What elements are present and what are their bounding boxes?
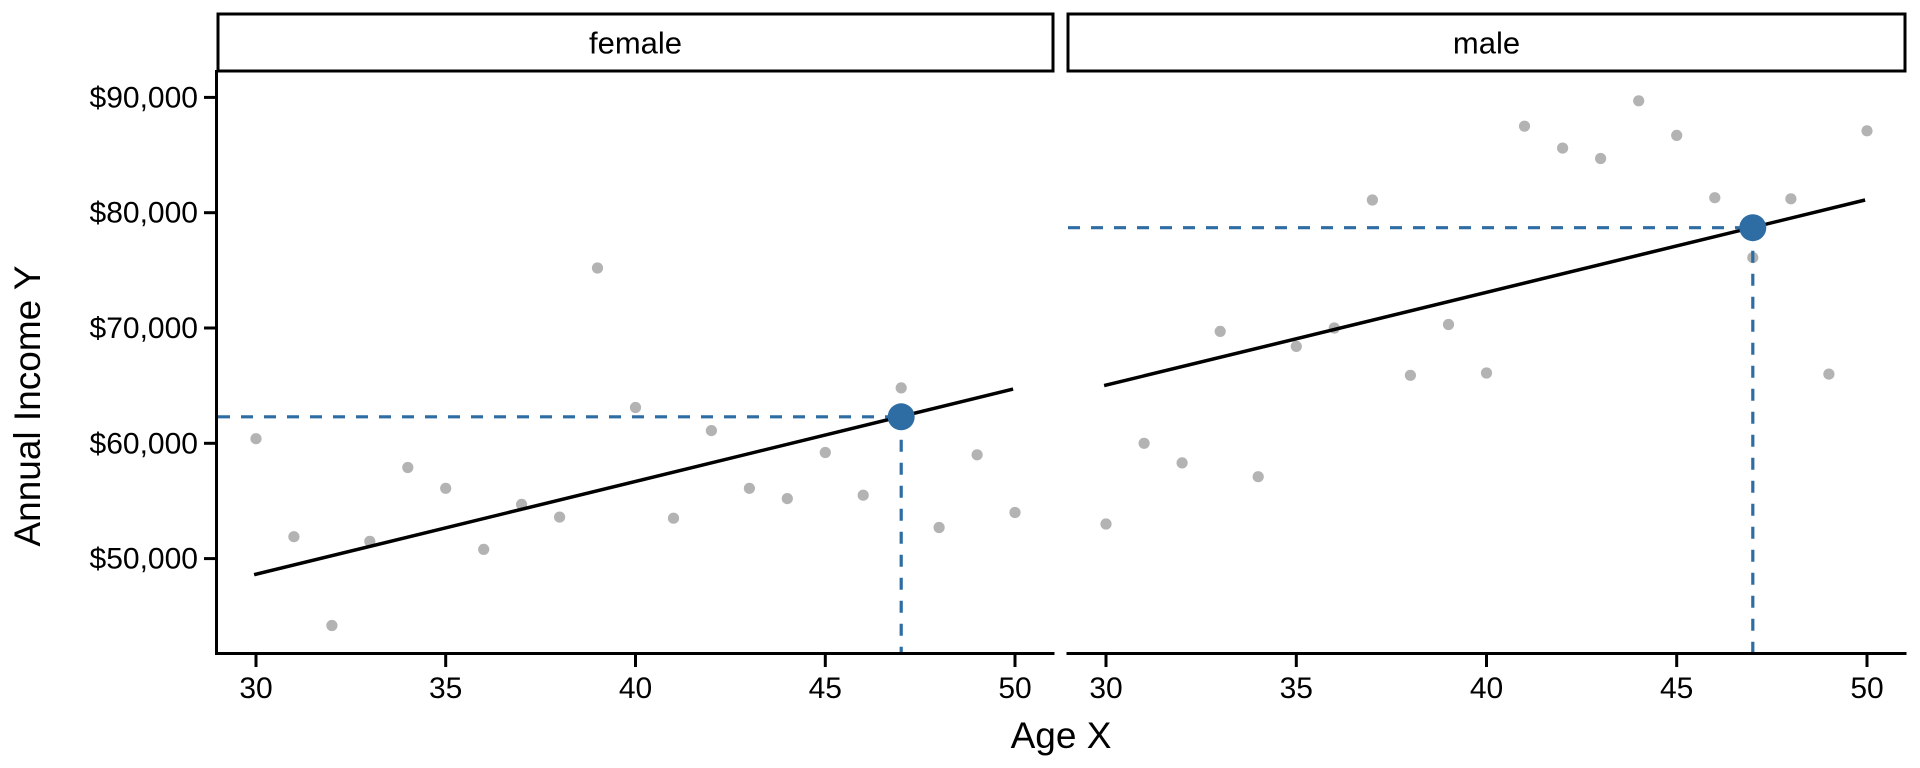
scatter-point	[250, 433, 262, 445]
x-axis-tick-label: 40	[1470, 672, 1503, 705]
facet-strip	[1066, 12, 1907, 73]
panel-background	[218, 72, 1053, 652]
scatter-point	[1709, 192, 1721, 204]
scatter-point	[1518, 120, 1531, 132]
y-axis-tick-label: $60,000	[90, 427, 198, 460]
scatter-point	[1557, 142, 1569, 154]
scatter-point	[1176, 457, 1188, 469]
x-axis-tick-label: 35	[1280, 672, 1313, 705]
scatter-point	[591, 262, 604, 274]
scatter-point	[667, 512, 680, 524]
scatter-point	[1252, 471, 1264, 483]
scatter-point	[971, 449, 983, 461]
scatter-point	[629, 401, 642, 414]
y-axis-title: Annual Income Y	[7, 265, 48, 546]
scatter-point	[1404, 369, 1416, 381]
scatter-point	[1861, 125, 1873, 137]
x-axis-tick-label: 30	[1089, 672, 1122, 705]
y-axis-tick-label: $90,000	[90, 81, 198, 114]
scatter-point	[1785, 193, 1797, 205]
scatter-point	[1671, 129, 1683, 141]
y-axis-tick-label: $70,000	[90, 312, 198, 345]
scatter-point	[1100, 518, 1112, 530]
facet-strips-layer: female male	[216, 12, 1907, 73]
prediction-point	[1739, 214, 1767, 242]
x-axis-title: Age X	[1011, 715, 1112, 756]
panels-layer	[218, 72, 1905, 652]
y-axis-tick-label: $80,000	[90, 197, 198, 230]
x-axis-tick-label: 50	[998, 672, 1031, 705]
x-axis-tick-label: 45	[1660, 672, 1693, 705]
scatter-point	[1214, 325, 1226, 337]
scatter-point	[554, 511, 566, 523]
scatter-point	[895, 382, 907, 394]
x-axis-tick-label: 30	[239, 672, 272, 705]
regression-line	[1103, 198, 1866, 388]
scatter-point	[781, 493, 793, 505]
x-axis-tick-label: 45	[809, 672, 842, 705]
scatter-point	[933, 521, 945, 534]
axes-layer: 30 35 40 45 50 30 35 40 45 50 $50,000 $60,000 $70,00…	[90, 70, 1907, 705]
scatter-point	[1366, 194, 1378, 206]
regression-line	[253, 387, 1014, 577]
x-axis-tick-label: 50	[1850, 672, 1883, 705]
scatter-point	[1138, 437, 1150, 449]
y-axis-tick-label: $50,000	[90, 543, 198, 576]
scatter-point	[819, 446, 831, 459]
scatter-point	[288, 531, 300, 543]
facet-strip-label: male	[1453, 26, 1520, 61]
scatter-point	[1633, 95, 1645, 107]
prediction-point	[887, 403, 915, 431]
scatter-point	[1823, 368, 1835, 380]
scatter-point	[1442, 318, 1455, 331]
facet-strip-label: female	[589, 26, 682, 61]
scatter-point	[743, 482, 756, 494]
scatter-point	[1009, 506, 1021, 519]
x-axis-tick-label: 40	[619, 672, 652, 705]
scatter-point	[857, 489, 869, 501]
scatter-point	[1290, 340, 1302, 352]
scatter-point	[1480, 367, 1493, 379]
scatter-point	[705, 425, 718, 437]
scatter-point	[440, 482, 452, 494]
facet-strip	[216, 12, 1055, 73]
scatter-point	[1595, 152, 1607, 165]
scatter-point	[326, 619, 338, 632]
scatter-point	[402, 461, 414, 474]
x-axis-tick-label: 35	[429, 672, 462, 705]
scatter-point	[478, 543, 490, 556]
